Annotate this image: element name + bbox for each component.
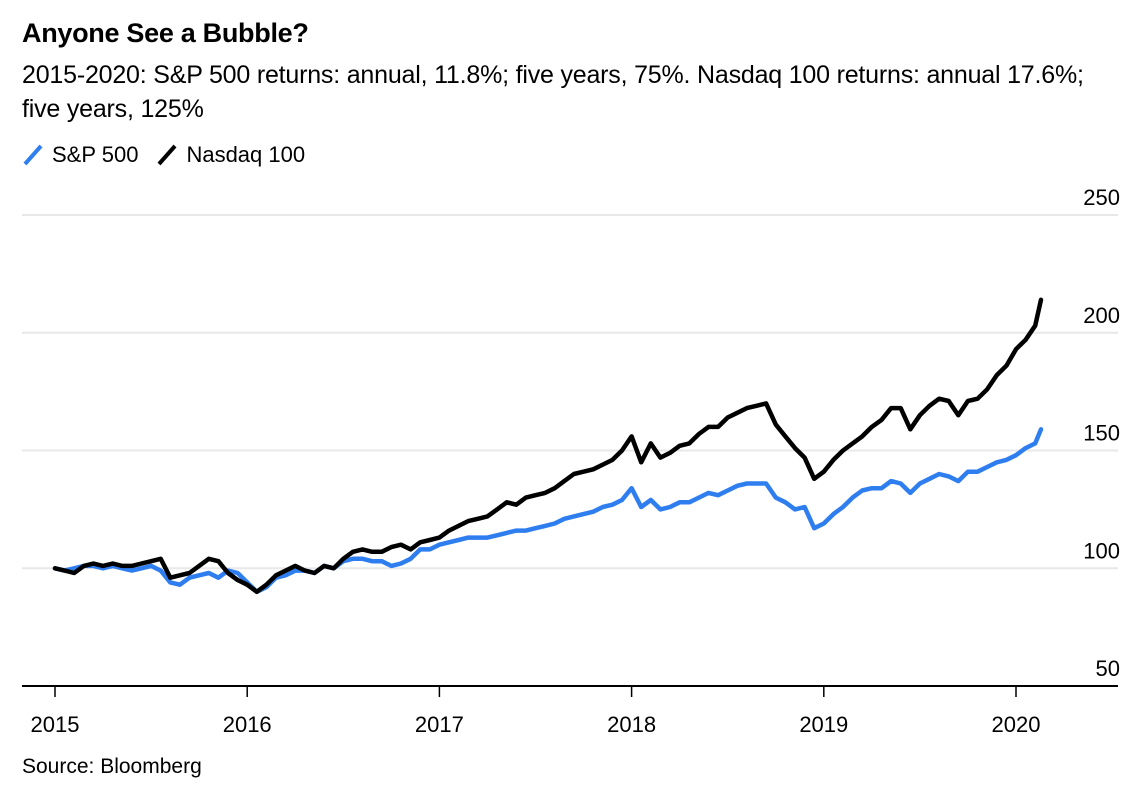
legend: S&P 500 Nasdaq 100 bbox=[22, 142, 323, 168]
legend-swatch-sp500-icon bbox=[23, 144, 43, 166]
y-tick-label: 150 bbox=[1083, 421, 1120, 446]
x-tick-label: 2015 bbox=[31, 712, 80, 737]
y-tick-label: 250 bbox=[1083, 185, 1120, 210]
source-note: Source: Bloomberg bbox=[22, 755, 202, 778]
x-tick-label: 2016 bbox=[223, 712, 272, 737]
legend-label-sp500: S&P 500 bbox=[52, 142, 139, 167]
chart-subtitle: 2015-2020: S&P 500 returns: annual, 11.8… bbox=[22, 61, 1084, 123]
chart-title: Anyone See a Bubble? bbox=[22, 18, 309, 48]
series-line-s-p-500 bbox=[52, 427, 1044, 595]
x-tick-label: 2017 bbox=[415, 712, 464, 737]
legend-item-sp500: S&P 500 bbox=[22, 142, 138, 168]
legend-swatch-nasdaq100-icon bbox=[157, 144, 177, 166]
y-tick-label: 200 bbox=[1083, 303, 1120, 328]
y-tick-label: 50 bbox=[1096, 656, 1120, 681]
legend-label-nasdaq100: Nasdaq 100 bbox=[186, 142, 306, 167]
x-axis: 2015 2016 2017 2018 2019 2020 bbox=[22, 685, 1118, 737]
series-line-nasdaq-100 bbox=[52, 297, 1044, 595]
y-axis-labels: 50 100 150 200 250 bbox=[1083, 185, 1120, 681]
x-tick-label: 2020 bbox=[992, 712, 1041, 737]
legend-item-nasdaq100: Nasdaq 100 bbox=[156, 142, 305, 168]
x-tick-label: 2018 bbox=[607, 712, 656, 737]
series-lines bbox=[52, 297, 1044, 595]
y-tick-label: 100 bbox=[1083, 538, 1120, 563]
x-tick-label: 2019 bbox=[799, 712, 848, 737]
gridlines bbox=[22, 214, 1118, 570]
